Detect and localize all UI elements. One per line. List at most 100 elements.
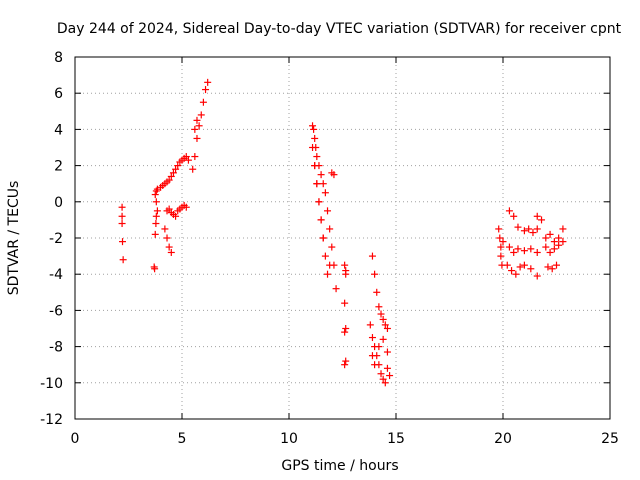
data-point <box>342 357 350 365</box>
y-tick-label: 6 <box>54 86 63 102</box>
data-point <box>555 241 563 249</box>
data-point <box>386 372 394 380</box>
data-point <box>165 205 173 213</box>
x-tick-label: 5 <box>178 431 187 447</box>
data-point <box>379 315 387 323</box>
data-point <box>548 265 556 273</box>
data-point <box>510 248 518 256</box>
data-point <box>383 325 391 332</box>
data-point <box>499 238 507 246</box>
data-point <box>514 223 522 231</box>
y-tick-label: 4 <box>54 122 63 138</box>
y-tick-label: -12 <box>40 412 63 428</box>
data-point <box>527 245 535 253</box>
data-point <box>152 220 160 228</box>
data-point <box>326 225 334 233</box>
data-point <box>324 270 332 278</box>
data-point <box>118 220 126 228</box>
data-point <box>163 234 171 242</box>
data-point <box>341 328 349 336</box>
data-point <box>319 234 327 242</box>
data-point <box>309 122 317 130</box>
data-point <box>310 125 318 133</box>
data-point <box>505 207 513 215</box>
data-point <box>538 216 546 224</box>
data-point <box>508 267 516 275</box>
data-point <box>161 225 169 233</box>
data-point <box>153 207 161 215</box>
data-point <box>529 229 537 237</box>
data-point <box>167 248 175 256</box>
data-point <box>172 165 180 173</box>
data-point <box>381 321 389 329</box>
data-point <box>195 122 203 130</box>
data-point <box>151 265 159 273</box>
data-point <box>381 379 389 387</box>
data-point <box>546 230 554 238</box>
y-tick-label: 8 <box>54 50 63 66</box>
x-tick-label: 20 <box>494 431 512 447</box>
y-tick-label: 0 <box>54 195 63 211</box>
x-axis-label: GPS time / hours <box>281 458 398 474</box>
data-point <box>165 243 173 251</box>
data-point <box>342 267 350 275</box>
y-tick-label: -8 <box>49 340 63 356</box>
data-point <box>510 212 518 220</box>
data-point <box>371 270 379 278</box>
data-point <box>311 134 319 142</box>
data-point <box>199 98 207 106</box>
data-point <box>319 180 327 188</box>
data-point <box>520 261 528 269</box>
data-point <box>313 180 321 188</box>
data-point <box>189 165 197 173</box>
y-tick-labels: -12 -10 -8 -6 -4 -2 0 2 4 6 8 <box>40 50 63 428</box>
data-point <box>496 234 504 242</box>
data-point <box>505 243 513 251</box>
data-point <box>366 321 374 329</box>
data-point <box>371 361 379 369</box>
y-axis-label: SDTVAR / TECUs <box>6 181 22 296</box>
data-point <box>326 261 334 269</box>
data-point <box>169 169 177 177</box>
data-point <box>503 261 511 269</box>
data-point <box>533 272 541 280</box>
data-point <box>151 230 159 238</box>
data-point <box>559 238 567 246</box>
data-point <box>516 263 524 271</box>
data-point <box>165 176 173 184</box>
x-tick-labels: 0 5 10 15 20 25 <box>71 431 619 447</box>
data-point <box>118 203 126 211</box>
data-point <box>152 212 160 220</box>
data-point <box>533 212 541 220</box>
data-point <box>167 172 175 180</box>
y-tick-label: 2 <box>54 159 63 175</box>
axis-ticks <box>74 56 611 420</box>
data-point <box>555 234 563 242</box>
data-point <box>544 263 552 271</box>
data-point <box>317 216 325 224</box>
data-point <box>151 191 159 199</box>
data-point <box>550 245 558 253</box>
data-point <box>495 225 503 233</box>
data-point <box>550 238 558 246</box>
data-point <box>542 234 550 242</box>
data-point <box>512 270 520 278</box>
data-point <box>321 252 329 260</box>
data-point <box>341 261 349 269</box>
data-point <box>542 243 550 251</box>
data-point <box>514 245 522 253</box>
data-point <box>520 247 528 255</box>
y-tick-label: -4 <box>49 267 63 283</box>
data-point <box>119 256 127 264</box>
data-point <box>184 156 192 164</box>
data-point <box>533 225 541 233</box>
data-point <box>204 78 212 86</box>
data-point <box>191 153 199 161</box>
data-point <box>311 162 319 170</box>
data-point <box>317 171 325 179</box>
data-points <box>118 78 567 387</box>
data-point <box>525 225 533 233</box>
data-point <box>379 375 387 383</box>
data-point <box>341 361 349 369</box>
